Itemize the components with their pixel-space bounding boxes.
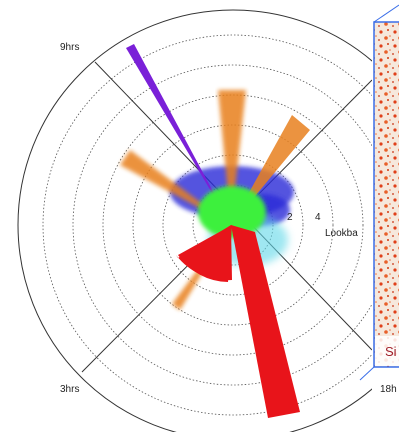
hour-label: 18h bbox=[380, 384, 397, 395]
axis-label: Lookba bbox=[325, 228, 358, 239]
hour-label: 3hrs bbox=[60, 384, 79, 395]
zoom-line bbox=[374, 5, 399, 22]
zoom-line bbox=[360, 367, 374, 380]
inset-image bbox=[374, 22, 399, 367]
figure: 9hrs 3hrs 2 4 Lookba 18h Si bbox=[0, 0, 399, 432]
axis-tick-label: 4 bbox=[315, 212, 321, 223]
inset-caption: Si bbox=[385, 344, 397, 359]
axis-tick-label: 2 bbox=[287, 212, 293, 223]
hour-label: 9hrs bbox=[60, 42, 79, 53]
polar-plot: 9hrs 3hrs 2 4 Lookba bbox=[18, 10, 399, 432]
red-fan bbox=[178, 225, 232, 282]
